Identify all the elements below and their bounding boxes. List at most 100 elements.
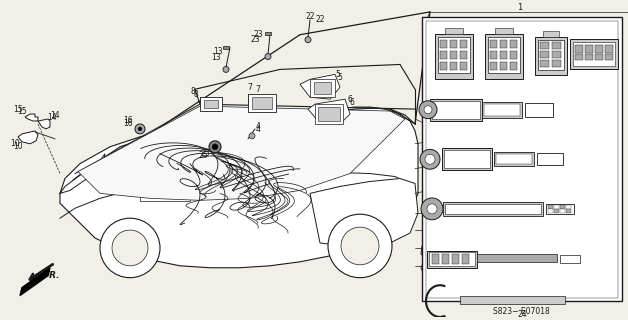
Bar (444, 150, 490, 168)
Bar (265, 32, 271, 35)
Bar (560, 205, 565, 209)
Circle shape (265, 53, 271, 60)
Text: 23: 23 (253, 30, 263, 39)
Bar (500, 62, 507, 70)
Circle shape (223, 67, 229, 72)
Bar (204, 100, 218, 108)
Text: 25: 25 (198, 151, 208, 160)
Text: 22: 22 (305, 12, 315, 21)
Bar (538, 40, 564, 70)
Circle shape (305, 37, 311, 43)
Bar (223, 46, 229, 49)
Circle shape (427, 204, 437, 214)
Bar (310, 79, 335, 97)
Text: 14: 14 (47, 113, 57, 122)
Text: 27: 27 (438, 137, 448, 146)
Circle shape (100, 218, 160, 278)
Bar (566, 209, 571, 213)
Bar (314, 82, 331, 94)
Bar (430, 99, 482, 121)
Bar (537, 153, 563, 165)
Bar (540, 42, 549, 49)
Circle shape (424, 106, 432, 114)
Circle shape (328, 214, 392, 278)
Text: 8: 8 (191, 87, 195, 96)
Bar (495, 28, 513, 34)
Bar (140, 183, 190, 201)
Polygon shape (425, 125, 435, 137)
Bar (484, 104, 520, 116)
Text: 19: 19 (517, 221, 527, 230)
Text: 13: 13 (211, 53, 221, 62)
Circle shape (138, 127, 142, 131)
Bar (552, 60, 561, 67)
Bar (432, 254, 439, 264)
Bar (440, 51, 447, 59)
Bar (585, 54, 593, 60)
Bar (575, 45, 583, 53)
Text: 6: 6 (350, 98, 354, 107)
Text: 20: 20 (517, 271, 527, 280)
Bar (445, 204, 541, 214)
Bar (445, 28, 463, 34)
Bar (552, 51, 561, 58)
Bar (488, 37, 520, 73)
Polygon shape (427, 142, 436, 152)
Bar (535, 37, 567, 75)
Bar (435, 34, 473, 79)
Polygon shape (310, 179, 418, 248)
Bar (548, 209, 553, 213)
Bar (546, 204, 574, 214)
Bar (510, 40, 517, 48)
Bar (462, 254, 469, 264)
Circle shape (419, 101, 437, 119)
Text: 8: 8 (193, 90, 198, 99)
Text: 10: 10 (13, 142, 23, 151)
Polygon shape (300, 74, 340, 99)
Text: 7: 7 (256, 85, 261, 94)
Polygon shape (428, 164, 440, 179)
Text: 24: 24 (517, 310, 527, 319)
Polygon shape (38, 119, 50, 129)
Bar (510, 51, 517, 59)
Bar (570, 39, 618, 69)
Bar (438, 37, 470, 73)
Text: 4: 4 (256, 123, 261, 132)
Text: 11: 11 (435, 182, 445, 191)
Bar (252, 97, 272, 109)
Bar (426, 21, 618, 298)
Bar (450, 62, 457, 70)
Text: 6: 6 (347, 95, 352, 104)
Text: 16: 16 (123, 119, 133, 128)
Bar (425, 188, 437, 202)
Text: 22: 22 (437, 119, 447, 128)
Bar (540, 60, 549, 67)
Text: FR.: FR. (44, 271, 60, 280)
Bar (440, 40, 447, 48)
Circle shape (112, 230, 148, 266)
Text: 15: 15 (17, 107, 27, 116)
Bar (318, 107, 340, 121)
Text: 25: 25 (200, 149, 210, 158)
Bar (494, 152, 534, 166)
Circle shape (212, 144, 218, 150)
Bar (575, 54, 583, 60)
Bar (248, 94, 276, 112)
Polygon shape (424, 186, 437, 203)
Text: 13: 13 (213, 47, 223, 56)
Polygon shape (308, 99, 350, 124)
Bar (548, 205, 553, 209)
Polygon shape (421, 243, 433, 258)
Text: 22: 22 (315, 15, 325, 24)
Polygon shape (60, 107, 418, 268)
Bar (605, 54, 613, 60)
Bar (460, 62, 467, 70)
Text: 5: 5 (338, 73, 342, 82)
Text: 10: 10 (10, 139, 20, 148)
Text: 21: 21 (435, 222, 445, 231)
Text: 3: 3 (452, 20, 457, 29)
Bar (422, 18, 622, 301)
Bar (554, 205, 559, 209)
Polygon shape (25, 114, 38, 121)
Bar (560, 255, 580, 263)
